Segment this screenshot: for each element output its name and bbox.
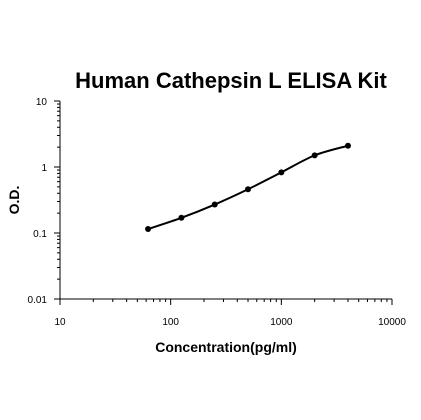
data-point	[278, 169, 285, 176]
data-point	[145, 225, 152, 232]
y-tick-label: 0.1	[33, 229, 47, 240]
chart-title: Human Cathepsin L ELISA Kit	[75, 68, 387, 93]
x-tick-label: 1000	[270, 317, 293, 328]
x-axis-label: Concentration(pg/ml)	[155, 339, 297, 355]
data-point	[311, 152, 318, 159]
data-point	[211, 201, 218, 208]
data-point	[344, 142, 351, 149]
data-point	[245, 186, 252, 193]
x-tick-label: 10000	[378, 317, 406, 328]
x-tick-label: 10	[54, 317, 66, 328]
y-tick-label: 1	[41, 163, 47, 174]
y-tick-label: 0.01	[28, 295, 48, 306]
x-tick-label: 100	[162, 317, 179, 328]
y-axis-label: O.D.	[6, 186, 22, 215]
y-ticks: 0.01 0.1 1 10	[28, 97, 60, 306]
data-point	[178, 214, 185, 221]
axes	[59, 101, 392, 300]
y-tick-label: 10	[36, 97, 48, 108]
data-points	[145, 142, 351, 232]
x-ticks: 10 100 1000 10000	[54, 299, 406, 328]
